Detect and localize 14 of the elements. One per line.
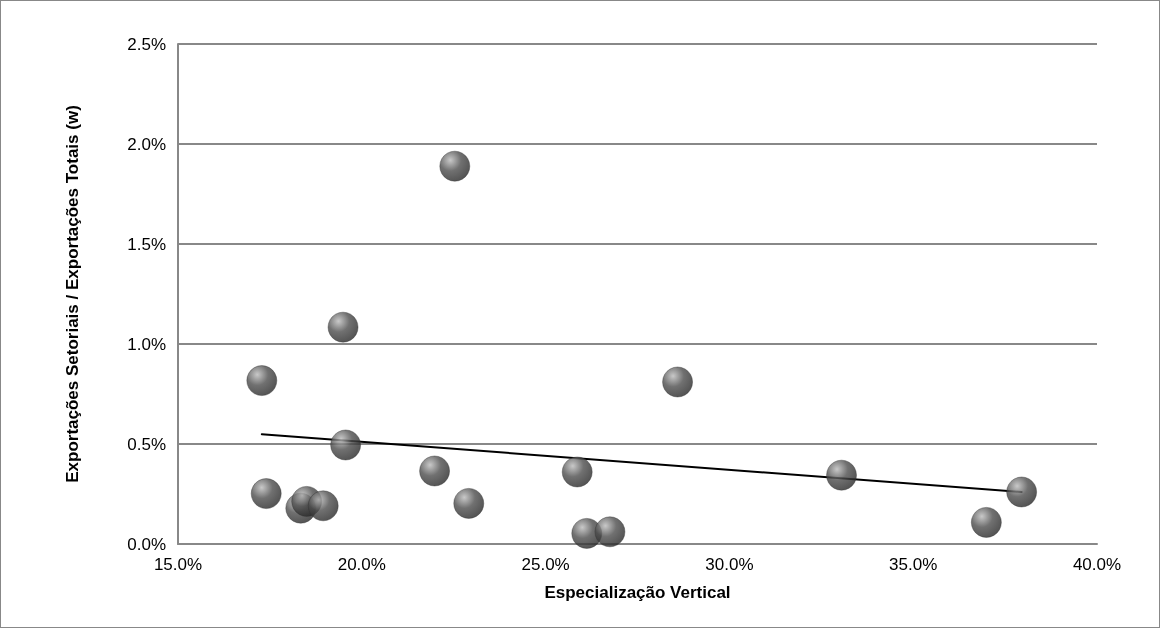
x-tick-label: 20.0% (337, 555, 386, 574)
y-tick-label: 0.5% (127, 434, 166, 454)
y-tick-label: 0.0% (127, 534, 166, 554)
x-tick-label: 15.0% (153, 555, 203, 574)
y-tick-label: 1.5% (127, 234, 166, 254)
y-axis-title: Exportações Setoriais / Exportações Totais (w) (62, 105, 82, 483)
y-tick-label: 1.0% (127, 334, 166, 354)
x-tick-label: 25.0% (521, 555, 570, 574)
x-axis-title: Especialização Vertical (544, 583, 731, 602)
x-tick-label: 35.0% (889, 555, 938, 574)
x-tick-label: 40.0% (1072, 555, 1122, 574)
x-tick-label: 30.0% (705, 555, 754, 574)
y-tick-label: 2.0% (127, 134, 166, 154)
y-tick-label: 2.5% (127, 34, 166, 54)
